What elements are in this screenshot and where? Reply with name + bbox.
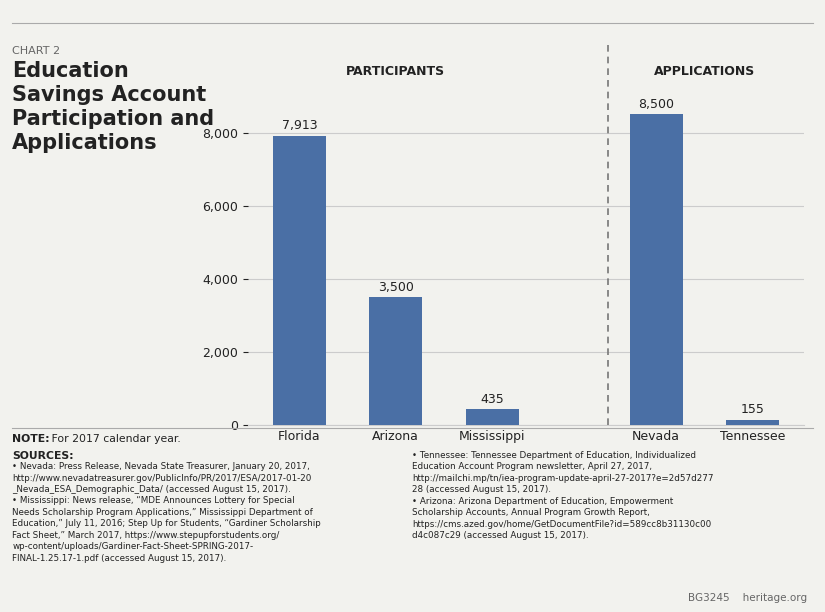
Bar [273, 136, 326, 425]
Text: 7,913: 7,913 [281, 119, 317, 132]
Text: 155: 155 [741, 403, 765, 416]
Text: • Nevada: Press Release, Nevada State Treasurer, January 20, 2017,
http://www.ne: • Nevada: Press Release, Nevada State Tr… [12, 462, 321, 562]
Text: Education
Savings Account
Participation and
Applications: Education Savings Account Participation … [12, 61, 214, 153]
Text: 3,500: 3,500 [378, 281, 413, 294]
Text: 435: 435 [480, 393, 504, 406]
Bar [370, 297, 422, 425]
Text: PARTICIPANTS: PARTICIPANTS [346, 65, 446, 78]
Bar [465, 409, 519, 425]
Bar [726, 420, 779, 425]
Text: 8,500: 8,500 [638, 98, 674, 111]
Text: BG3245    heritage.org: BG3245 heritage.org [688, 593, 807, 603]
Text: • Tennessee: Tennessee Department of Education, Individualized
Education Account: • Tennessee: Tennessee Department of Edu… [412, 451, 714, 540]
Text: CHART 2: CHART 2 [12, 46, 60, 56]
Text: SOURCES:: SOURCES: [12, 451, 74, 461]
Bar [629, 114, 682, 425]
Text: NOTE:: NOTE: [12, 434, 50, 444]
Text: For 2017 calendar year.: For 2017 calendar year. [48, 434, 181, 444]
Text: APPLICATIONS: APPLICATIONS [653, 65, 755, 78]
